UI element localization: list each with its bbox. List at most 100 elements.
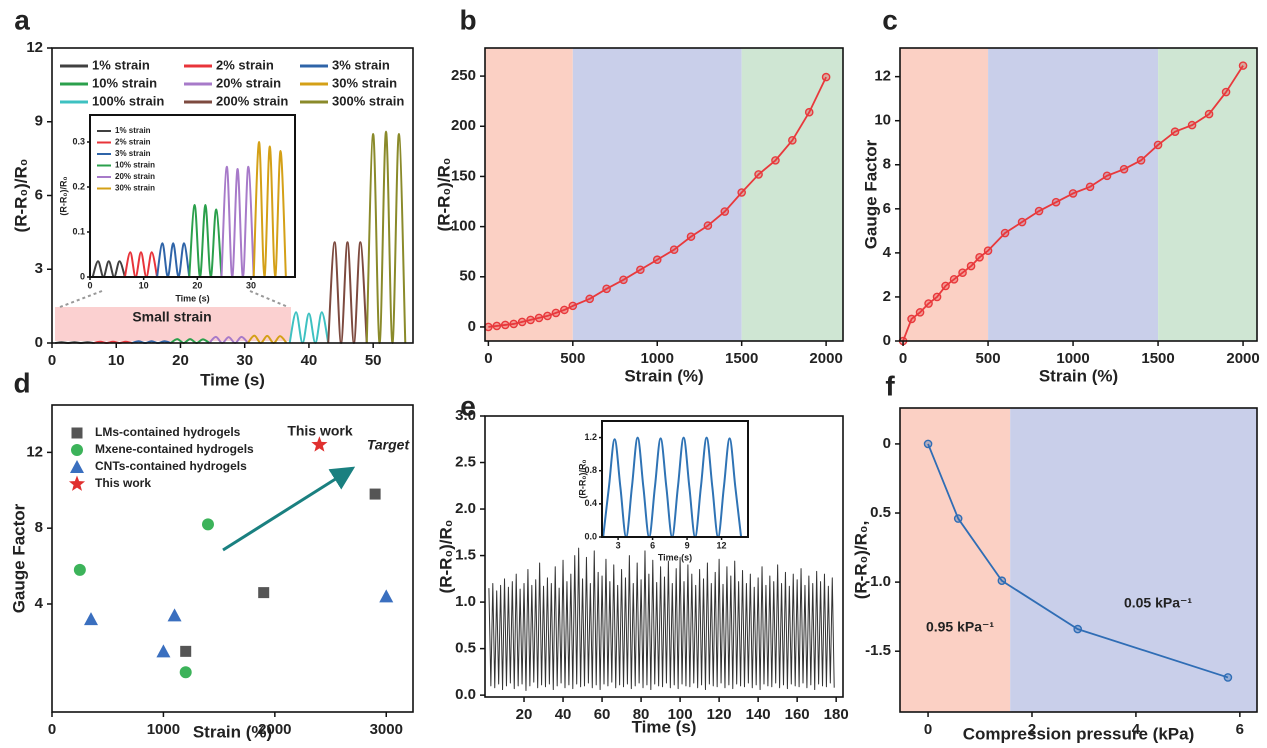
x-tick-label: 40 bbox=[555, 706, 572, 723]
x-tick-label: 500 bbox=[976, 350, 1001, 367]
y-tick-label: 3 bbox=[35, 260, 43, 277]
y-tick-label: 12 bbox=[874, 68, 891, 85]
annotation: Target bbox=[367, 437, 411, 453]
data-point bbox=[1170, 127, 1180, 137]
data-point bbox=[915, 308, 925, 317]
x-tick-label: 2000 bbox=[258, 721, 291, 738]
legend-label: 30% strain bbox=[332, 75, 397, 90]
data-line bbox=[488, 547, 835, 691]
data-point bbox=[953, 514, 963, 523]
legend-label: Mxene-contained hydrogels bbox=[95, 442, 254, 456]
y-tick-label: 0.0 bbox=[455, 686, 476, 703]
data-point bbox=[517, 317, 527, 327]
x-tick-label: 120 bbox=[707, 706, 732, 723]
y-axis-label: (R-R₀)/R₀ bbox=[436, 520, 455, 594]
x-tick-label: 0 bbox=[48, 721, 56, 738]
data-point bbox=[509, 319, 519, 329]
y-tick-label: 1.5 bbox=[455, 547, 476, 564]
y-axis-label: (R-R₀)/R₀ bbox=[11, 159, 30, 233]
axes-frame bbox=[899, 407, 1258, 713]
region bbox=[485, 48, 573, 341]
data-point bbox=[1204, 109, 1214, 119]
panel-letter: d bbox=[13, 367, 30, 398]
data-point bbox=[156, 644, 171, 658]
legend-label: 200% strain bbox=[216, 93, 288, 108]
x-tick-label: 10 bbox=[139, 280, 149, 290]
x-tick-label: 40 bbox=[301, 352, 318, 369]
data-point bbox=[703, 221, 713, 230]
panel-letter: c bbox=[882, 4, 898, 35]
legend-label: LMs-contained hydrogels bbox=[95, 425, 241, 439]
data-point bbox=[720, 207, 730, 216]
x-axis-label: Strain (%) bbox=[193, 722, 272, 741]
data-line bbox=[156, 242, 191, 278]
data-point bbox=[167, 608, 182, 622]
data-point bbox=[997, 576, 1007, 586]
axes-frame bbox=[89, 114, 296, 278]
y-tick-label: 0.5 bbox=[455, 640, 476, 657]
data-point bbox=[1119, 164, 1129, 174]
y-tick-label: 0.0 bbox=[584, 531, 597, 541]
y-tick-label: 6 bbox=[883, 200, 891, 217]
data-point bbox=[636, 265, 645, 275]
data-line bbox=[131, 340, 172, 344]
x-tick-label: 60 bbox=[594, 706, 611, 723]
y-tick-label: 0.4 bbox=[584, 498, 597, 508]
y-tick-label: 0.3 bbox=[72, 136, 85, 146]
data-line bbox=[91, 260, 126, 278]
legend-label: 3% strain bbox=[115, 149, 151, 158]
data-point bbox=[379, 589, 394, 603]
y-tick-label: 0 bbox=[35, 334, 43, 351]
x-tick-label: 0 bbox=[484, 350, 492, 367]
data-line bbox=[93, 340, 133, 344]
legend-label: 30% strain bbox=[115, 184, 155, 193]
data-point bbox=[788, 136, 797, 145]
x-tick-label: 10 bbox=[108, 352, 125, 369]
y-axis-label: Gauge Factor bbox=[9, 503, 28, 613]
y-tick-label: 0 bbox=[883, 435, 891, 452]
data-point bbox=[568, 301, 578, 311]
y-tick-label: 250 bbox=[451, 67, 476, 84]
annotation: 0.05 kPa⁻¹ bbox=[1124, 595, 1192, 611]
data-point bbox=[311, 436, 328, 452]
data-point bbox=[1136, 156, 1146, 165]
x-axis-label: Time (s) bbox=[200, 370, 265, 389]
data-line bbox=[247, 334, 288, 344]
panel-letter: e bbox=[460, 390, 476, 421]
data-point bbox=[949, 275, 959, 284]
axes-frame bbox=[484, 47, 844, 342]
axes-frame bbox=[51, 404, 414, 713]
legend-marker bbox=[70, 460, 84, 473]
panel-letter: f bbox=[885, 370, 895, 401]
y-tick-label: 100 bbox=[451, 218, 476, 235]
data-point bbox=[966, 261, 976, 271]
legend-label: 100% strain bbox=[92, 93, 164, 108]
data-point bbox=[258, 587, 270, 599]
y-tick-label: 150 bbox=[451, 167, 476, 184]
x-tick-label: 3 bbox=[616, 540, 621, 550]
legend-label: 1% strain bbox=[92, 57, 150, 72]
y-tick-label: 200 bbox=[451, 117, 476, 134]
data-line bbox=[252, 141, 287, 279]
data-point bbox=[941, 281, 950, 291]
data-point bbox=[907, 314, 916, 324]
data-point bbox=[484, 322, 493, 332]
annotation: 0.95 kPa⁻¹ bbox=[926, 619, 994, 635]
x-tick-label: 2000 bbox=[809, 350, 842, 367]
data-point bbox=[180, 645, 192, 657]
data-point bbox=[201, 518, 214, 531]
x-tick-label: 1000 bbox=[641, 350, 674, 367]
data-point bbox=[686, 232, 696, 241]
y-tick-label: 8 bbox=[883, 156, 891, 173]
data-point bbox=[179, 666, 192, 679]
data-point bbox=[737, 188, 746, 197]
x-tick-label: 2000 bbox=[1226, 350, 1259, 367]
x-tick-label: 1000 bbox=[147, 721, 180, 738]
y-tick-label: -1.5 bbox=[865, 642, 891, 659]
data-line bbox=[220, 165, 255, 279]
legend-label: 2% strain bbox=[115, 138, 151, 147]
axes-frame bbox=[484, 415, 844, 698]
data-point bbox=[83, 612, 98, 626]
x-tick-label: 20 bbox=[516, 706, 533, 723]
